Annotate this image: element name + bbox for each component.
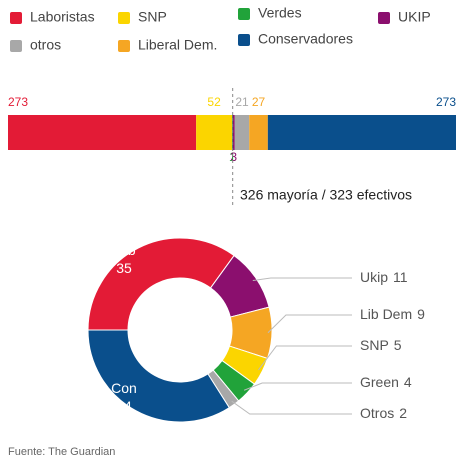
value-label: 3: [230, 150, 237, 164]
legend-swatch: [238, 8, 250, 20]
value-label: 21: [235, 95, 249, 109]
slice-value: 34: [116, 398, 132, 414]
bar-segment: [232, 115, 235, 150]
slice-label: Green 4: [360, 374, 412, 390]
value-label: 27: [252, 95, 266, 109]
slice-value: 9: [417, 306, 425, 322]
legend-label: Conservadores: [258, 31, 353, 47]
slice-label: Ukip 11: [360, 269, 408, 285]
leader-line: [258, 345, 352, 371]
bar-segment: [8, 115, 197, 150]
legend-swatch: [118, 40, 130, 52]
slice-name: Green: [360, 374, 399, 390]
leader-line: [267, 314, 352, 334]
slice-name: Otros: [360, 405, 394, 421]
slice-value: 5: [394, 337, 402, 353]
legend-label: Liberal Dem.: [138, 37, 217, 53]
legend-swatch: [118, 12, 130, 24]
donut-slice: [87, 237, 235, 331]
donut-slice: [87, 329, 230, 423]
slice-value: 2: [399, 405, 407, 421]
slice-value: 4: [404, 374, 412, 390]
slice-name: Lab: [112, 242, 136, 258]
legend-swatch: [238, 34, 250, 46]
bar-segment: [234, 115, 250, 150]
legend-swatch: [10, 40, 22, 52]
slice-label: SNP 5: [360, 337, 402, 353]
slice-name: SNP: [360, 337, 389, 353]
legend-swatch: [10, 12, 22, 24]
legend-label: Verdes: [258, 5, 302, 21]
source: Fuente: The Guardian: [8, 446, 115, 458]
slice-name: Lib Dem: [360, 306, 412, 322]
leader-line: [231, 400, 352, 415]
slice-label: Lib Dem 9: [360, 306, 425, 322]
value-label: 273: [436, 95, 456, 109]
value-label: 273: [8, 95, 28, 109]
leader-line: [243, 382, 352, 391]
majority-annotation: 326 mayoría / 323 efectivos: [240, 187, 412, 203]
leader-line: [252, 277, 352, 282]
legend-label: UKIP: [398, 9, 431, 25]
bar-segment: [267, 115, 456, 150]
legend-label: otros: [30, 37, 61, 53]
legend-label: SNP: [138, 9, 167, 25]
bar-segment: [196, 115, 232, 150]
value-label: 1: [229, 150, 236, 164]
legend-label: Laboristas: [30, 9, 95, 25]
slice-name: Ukip: [360, 269, 388, 285]
slice-label: Otros 2: [360, 405, 407, 421]
legend-swatch: [378, 12, 390, 24]
slice-value: 11: [393, 269, 408, 285]
slice-name: Con: [111, 380, 137, 396]
bar-segment: [249, 115, 268, 150]
value-label: 52: [207, 95, 221, 109]
slice-value: 35: [116, 260, 132, 276]
